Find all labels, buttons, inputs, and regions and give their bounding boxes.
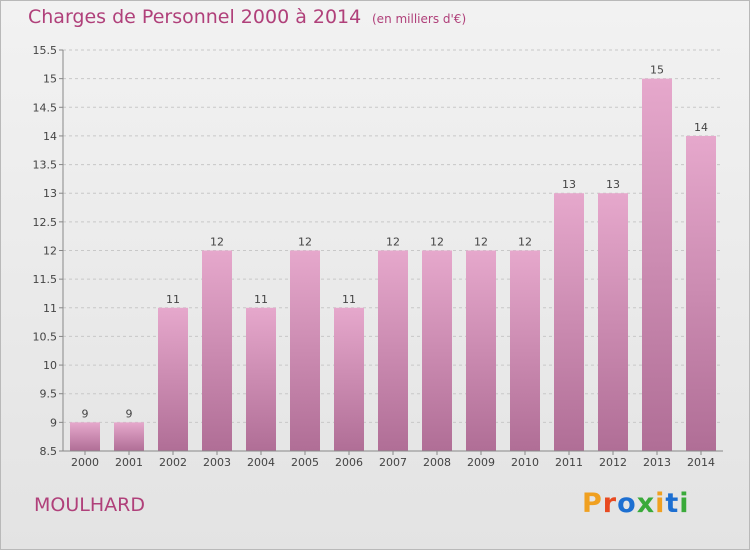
x-tick-label: 2010 bbox=[511, 456, 539, 469]
y-tick-label: 15.5 bbox=[33, 44, 58, 57]
x-tick-label: 2006 bbox=[335, 456, 363, 469]
x-tick-label: 2012 bbox=[599, 456, 627, 469]
bar-value-label: 15 bbox=[650, 64, 664, 77]
bar-value-label: 9 bbox=[82, 407, 89, 420]
x-tick-label: 2001 bbox=[115, 456, 143, 469]
x-tick-label: 2007 bbox=[379, 456, 407, 469]
bar bbox=[642, 78, 672, 452]
bar bbox=[290, 250, 320, 451]
y-tick-label: 9 bbox=[50, 416, 57, 429]
bar-value-label: 12 bbox=[430, 236, 444, 249]
logo-letter: P bbox=[582, 488, 603, 519]
chart-title: Charges de Personnel 2000 à 2014 bbox=[28, 6, 362, 28]
bar bbox=[686, 135, 716, 451]
bar-value-label: 11 bbox=[166, 293, 180, 306]
y-tick-label: 12 bbox=[43, 245, 57, 258]
y-tick-label: 8.5 bbox=[40, 445, 58, 458]
bar bbox=[202, 250, 232, 451]
y-tick-label: 10 bbox=[43, 359, 57, 372]
x-tick-label: 2005 bbox=[291, 456, 319, 469]
bar-value-label: 12 bbox=[210, 236, 224, 249]
bar bbox=[246, 307, 276, 451]
y-tick-label: 11 bbox=[43, 302, 57, 315]
x-tick-label: 2011 bbox=[555, 456, 583, 469]
bar-value-label: 11 bbox=[342, 293, 356, 306]
logo-letter: x bbox=[636, 488, 656, 519]
logo-letter: o bbox=[617, 488, 637, 519]
bar-value-label: 13 bbox=[562, 178, 576, 191]
bar-value-label: 12 bbox=[474, 236, 488, 249]
logo-letter: i bbox=[655, 488, 666, 519]
data-labels: 9 9 11 12 11 12 11 12 12 12 12 13 13 15 14 bbox=[82, 64, 709, 421]
proxiti-logo[interactable]: Proxiti bbox=[582, 488, 690, 519]
x-tick-label: 2003 bbox=[203, 456, 231, 469]
bar bbox=[554, 193, 584, 451]
bar-value-label: 13 bbox=[606, 178, 620, 191]
bar bbox=[598, 193, 628, 451]
y-tick-label: 14 bbox=[43, 130, 57, 143]
x-tick-label: 2008 bbox=[423, 456, 451, 469]
bar-value-label: 9 bbox=[126, 407, 133, 420]
y-tick-label: 15 bbox=[43, 73, 57, 86]
bar-value-label: 14 bbox=[694, 121, 708, 134]
logo-letter: t bbox=[665, 488, 680, 519]
chart-subtitle: (en milliers d'€) bbox=[372, 12, 467, 26]
y-tick-label: 9.5 bbox=[40, 388, 58, 401]
bar bbox=[378, 250, 408, 451]
y-tick-label: 12.5 bbox=[33, 216, 58, 229]
x-tick-label: 2000 bbox=[71, 456, 99, 469]
x-tick-label: 2009 bbox=[467, 456, 495, 469]
bar bbox=[70, 422, 100, 451]
bar bbox=[334, 307, 364, 451]
logo-letter: i bbox=[679, 488, 690, 519]
x-axis: 2000 2001 2002 2003 2004 2005 2006 2007 2008 2009… bbox=[63, 450, 723, 469]
y-tick-label: 13.5 bbox=[33, 159, 58, 172]
bar-value-label: 11 bbox=[254, 293, 268, 306]
y-tick-label: 10.5 bbox=[33, 330, 58, 343]
bar bbox=[510, 250, 540, 451]
bar bbox=[466, 250, 496, 451]
bar-value-label: 12 bbox=[298, 236, 312, 249]
x-tick-label: 2014 bbox=[687, 456, 715, 469]
bar bbox=[422, 250, 452, 451]
y-tick-label: 13 bbox=[43, 187, 57, 200]
logo-letter: r bbox=[602, 488, 618, 519]
x-tick-label: 2013 bbox=[643, 456, 671, 469]
x-tick-label: 2002 bbox=[159, 456, 187, 469]
bar-value-label: 12 bbox=[518, 236, 532, 249]
bar-value-label: 12 bbox=[386, 236, 400, 249]
bar bbox=[114, 422, 144, 451]
y-axis: 8.5 9 9.5 10 10.5 11 11.5 12 12.5 13 13.5 14 14.5 15 1… bbox=[33, 44, 64, 458]
y-tick-label: 11.5 bbox=[33, 273, 58, 286]
commune-name: MOULHARD bbox=[34, 494, 145, 516]
bar bbox=[158, 307, 188, 451]
bars bbox=[70, 78, 716, 452]
x-tick-label: 2004 bbox=[247, 456, 275, 469]
y-tick-label: 14.5 bbox=[33, 101, 58, 114]
